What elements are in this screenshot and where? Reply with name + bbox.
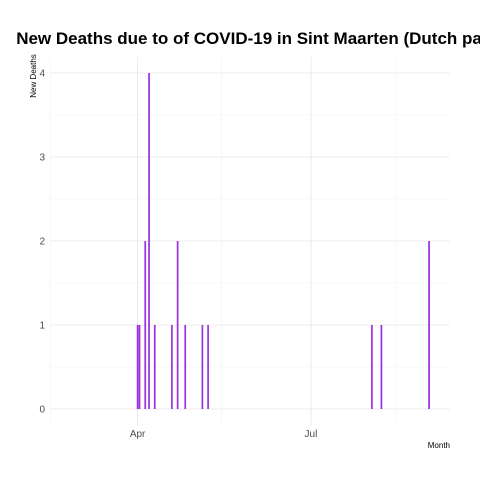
chart-title: New Deaths due to of COVID-19 in Sint Ma… xyxy=(16,29,480,48)
y-tick-label: 0 xyxy=(39,405,45,416)
bar xyxy=(371,325,373,409)
bars xyxy=(136,73,430,409)
y-axis-ticks: 0 1 2 3 4 xyxy=(39,69,45,416)
bar xyxy=(153,325,156,409)
bar xyxy=(176,241,179,409)
x-axis-title: Month xyxy=(428,441,450,450)
bar xyxy=(144,241,147,409)
x-tick-label: Jul xyxy=(305,429,318,440)
bar xyxy=(428,241,430,409)
bar xyxy=(184,325,187,409)
bar xyxy=(148,73,150,409)
y-axis-title: New Deaths xyxy=(29,54,38,98)
bar xyxy=(171,325,173,409)
bar xyxy=(207,325,209,409)
bar xyxy=(201,325,204,409)
y-tick-label: 1 xyxy=(39,321,45,332)
y-tick-label: 4 xyxy=(39,69,45,80)
bar xyxy=(380,325,383,409)
grid xyxy=(49,57,450,426)
bar xyxy=(138,325,141,409)
x-axis-ticks: Apr Jul xyxy=(130,429,318,440)
x-tick-label: Apr xyxy=(130,429,146,440)
y-tick-label: 3 xyxy=(39,153,45,164)
y-tick-label: 2 xyxy=(39,237,45,248)
bar xyxy=(136,325,139,409)
